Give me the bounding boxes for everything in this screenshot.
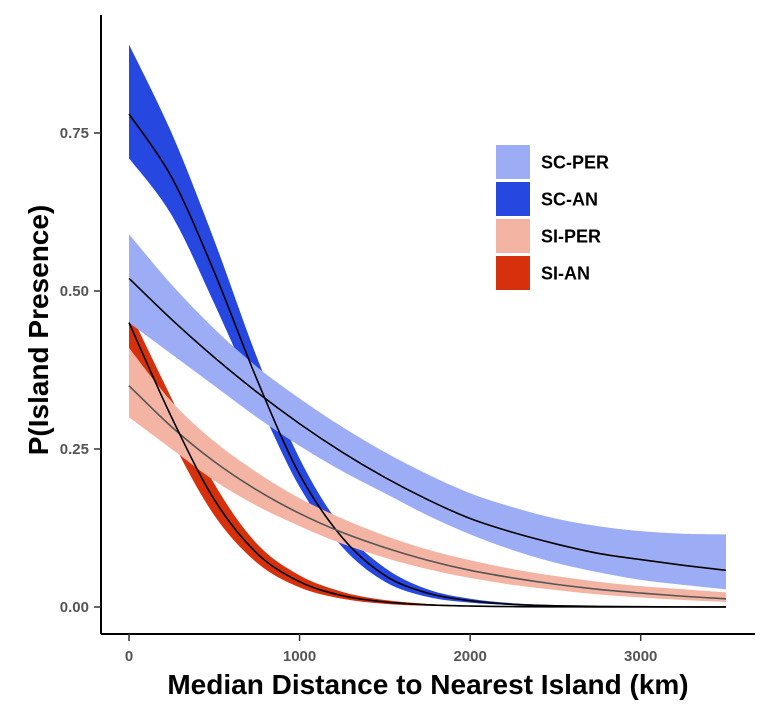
legend-label-si-per: SI-PER xyxy=(541,227,601,247)
legend-label-sc-per: SC-PER xyxy=(541,153,609,173)
band-sc-per xyxy=(129,234,726,590)
legend-key-sc-an xyxy=(496,182,530,216)
line-si-per xyxy=(128,385,727,600)
y-tick-label: 0.75 xyxy=(60,125,89,142)
y-axis-ticks: 0.00 0.25 0.50 0.75 xyxy=(60,125,101,616)
legend-key-si-an xyxy=(496,256,530,290)
band-si-per xyxy=(129,347,726,602)
line-sc-per xyxy=(128,277,727,572)
y-tick-label: 0.25 xyxy=(60,441,89,458)
band-sc-an xyxy=(129,44,726,607)
x-tick-label: 3000 xyxy=(624,648,657,665)
x-tick-label: 2000 xyxy=(453,648,486,665)
line-si-an xyxy=(128,322,726,608)
legend-label-sc-an: SC-AN xyxy=(541,190,598,210)
legend-key-si-per xyxy=(496,219,530,253)
legend: SC-PER SC-AN SI-PER SI-AN xyxy=(496,145,609,290)
y-tick-label: 0.50 xyxy=(60,283,89,300)
legend-label-si-an: SI-AN xyxy=(541,264,590,284)
legend-key-sc-per xyxy=(496,145,530,179)
confidence-bands xyxy=(129,44,726,608)
x-tick-label: 0 xyxy=(125,648,133,665)
fit-lines xyxy=(128,113,727,608)
x-axis-title: Median Distance to Nearest Island (km) xyxy=(167,669,688,700)
y-tick-label: 0.00 xyxy=(60,599,89,616)
y-axis-title: P(Island Presence) xyxy=(23,205,54,456)
x-tick-label: 1000 xyxy=(283,648,316,665)
x-axis-ticks: 0 1000 2000 3000 xyxy=(125,634,657,665)
